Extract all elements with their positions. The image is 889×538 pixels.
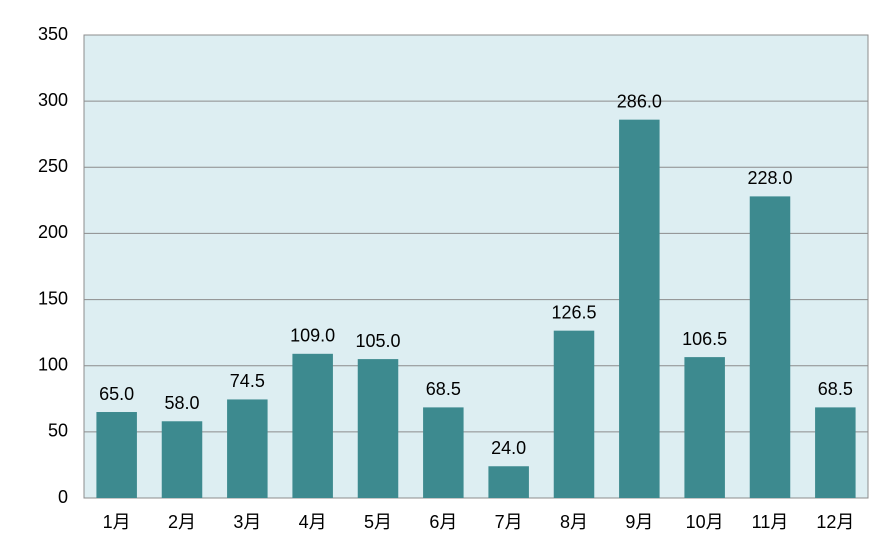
bar — [684, 357, 725, 498]
y-tick-label: 0 — [58, 487, 68, 507]
value-label: 105.0 — [355, 331, 400, 351]
x-tick-label: 3月 — [233, 512, 261, 532]
x-tick-label: 7月 — [495, 512, 523, 532]
bar — [161, 421, 203, 498]
x-tick-label: 10月 — [686, 512, 724, 532]
x-tick-label: 4月 — [299, 512, 327, 532]
value-label: 58.0 — [164, 393, 199, 413]
bar — [423, 407, 464, 498]
value-label: 68.5 — [818, 379, 853, 399]
x-tick-label: 11月 — [752, 512, 789, 532]
y-tick-label: 300 — [38, 90, 68, 110]
y-tick-label: 250 — [38, 156, 68, 176]
x-tick-label: 9月 — [625, 512, 653, 532]
value-label: 74.5 — [230, 371, 265, 391]
value-label: 68.5 — [426, 379, 461, 399]
bar — [292, 353, 333, 498]
x-tick-label: 5月 — [364, 512, 392, 532]
x-tick-label: 8月 — [560, 512, 588, 532]
x-tick-label: 2月 — [168, 512, 196, 532]
value-label: 286.0 — [617, 91, 662, 111]
bar — [96, 412, 137, 498]
value-label: 106.5 — [682, 329, 727, 349]
x-tick-label: 12月 — [816, 512, 854, 532]
y-tick-label: 150 — [38, 288, 68, 308]
value-label: 109.0 — [290, 326, 335, 346]
y-tick-label: 350 — [38, 24, 68, 44]
value-label: 24.0 — [491, 438, 526, 458]
bar — [815, 407, 856, 498]
y-tick-label: 100 — [38, 354, 68, 374]
x-tick-label: 6月 — [429, 512, 457, 532]
bar — [619, 119, 660, 499]
bar — [357, 359, 399, 498]
bar — [553, 330, 595, 498]
value-label: 228.0 — [747, 168, 792, 188]
bar — [227, 399, 268, 498]
x-tick-label: 1月 — [103, 512, 131, 532]
y-tick-label: 200 — [38, 222, 68, 242]
plot-area — [83, 34, 869, 499]
value-label: 65.0 — [99, 384, 134, 404]
y-tick-label: 50 — [48, 421, 68, 441]
value-label: 126.5 — [551, 302, 596, 322]
bar — [749, 196, 791, 499]
bar — [488, 466, 529, 498]
